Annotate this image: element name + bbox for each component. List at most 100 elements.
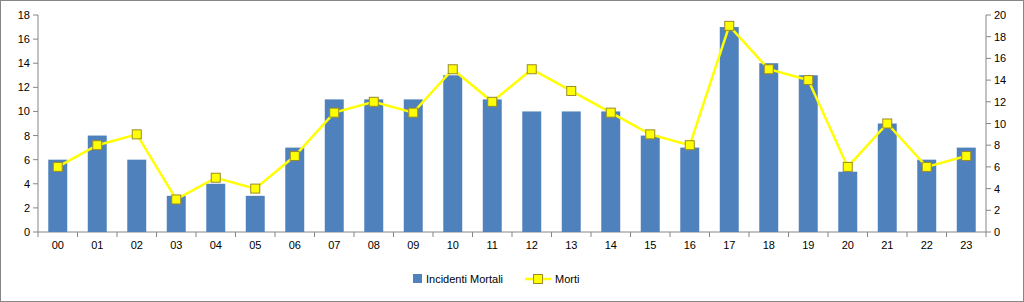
bar xyxy=(759,63,778,232)
marker xyxy=(290,152,299,161)
y2-tick xyxy=(986,166,991,167)
bar xyxy=(483,99,502,232)
marker xyxy=(922,162,931,171)
marker xyxy=(883,119,892,128)
y-tick-label: 14 xyxy=(18,57,30,69)
x-tick-label: 01 xyxy=(91,239,103,251)
y2-tick-label: 0 xyxy=(994,226,1000,238)
x-tick-label: 07 xyxy=(328,239,340,251)
x-tick-label: 18 xyxy=(763,239,775,251)
y2-tick-label: 2 xyxy=(994,204,1000,216)
x-tick-label: 05 xyxy=(249,239,261,251)
y-tick xyxy=(33,159,38,160)
x-tick xyxy=(670,232,671,237)
y2-tick xyxy=(986,15,991,16)
bar xyxy=(364,99,383,232)
y-tick-label: 4 xyxy=(24,178,30,190)
bar xyxy=(562,111,581,232)
marker xyxy=(725,21,734,30)
bar xyxy=(443,75,462,232)
y-tick-label: 10 xyxy=(18,105,30,117)
marker xyxy=(172,195,181,204)
x-tick xyxy=(77,232,78,237)
x-tick xyxy=(551,232,552,237)
y2-tick xyxy=(986,58,991,59)
x-tick xyxy=(196,232,197,237)
x-tick xyxy=(630,232,631,237)
y2-tick xyxy=(986,123,991,124)
marker xyxy=(843,162,852,171)
legend-swatch xyxy=(534,275,543,284)
chart-border xyxy=(1,1,1024,302)
bar xyxy=(167,196,186,232)
y-tick-label: 12 xyxy=(18,81,30,93)
marker xyxy=(646,130,655,139)
y2-tick-label: 16 xyxy=(994,52,1006,64)
x-tick xyxy=(986,232,987,237)
y-tick xyxy=(33,63,38,64)
x-tick xyxy=(275,232,276,237)
x-tick xyxy=(433,232,434,237)
x-tick xyxy=(393,232,394,237)
marker xyxy=(448,65,457,74)
x-tick xyxy=(472,232,473,237)
marker xyxy=(685,141,694,150)
y2-tick-label: 10 xyxy=(994,118,1006,130)
x-tick-label: 11 xyxy=(487,239,498,251)
x-tick-label: 12 xyxy=(526,239,538,251)
y-axis-line xyxy=(38,15,39,232)
bar xyxy=(522,111,541,232)
y2-tick-label: 20 xyxy=(994,9,1006,21)
x-tick xyxy=(946,232,947,237)
marker xyxy=(53,162,62,171)
y2-tick xyxy=(986,101,991,102)
bar xyxy=(641,136,660,232)
marker xyxy=(211,173,220,182)
x-tick xyxy=(788,232,789,237)
x-tick-label: 10 xyxy=(447,239,459,251)
x-tick-label: 23 xyxy=(960,239,972,251)
y2-tick xyxy=(986,36,991,37)
y-tick xyxy=(33,183,38,184)
marker xyxy=(488,97,497,106)
bar xyxy=(799,75,818,232)
x-tick xyxy=(907,232,908,237)
marker xyxy=(369,97,378,106)
bar xyxy=(720,27,739,232)
y-tick-label: 6 xyxy=(24,154,30,166)
y2-tick-label: 8 xyxy=(994,139,1000,151)
y2-tick xyxy=(986,145,991,146)
bar xyxy=(601,111,620,232)
bar xyxy=(127,160,146,232)
y2-tick xyxy=(986,232,991,233)
x-tick xyxy=(867,232,868,237)
y2-tick xyxy=(986,188,991,189)
y-tick-label: 16 xyxy=(18,33,30,45)
x-tick-label: 17 xyxy=(723,239,735,251)
x-tick-label: 15 xyxy=(644,239,656,251)
x-tick xyxy=(512,232,513,237)
marker xyxy=(962,152,971,161)
x-tick-label: 19 xyxy=(802,239,814,251)
marker xyxy=(409,108,418,117)
marker xyxy=(804,76,813,85)
bar xyxy=(680,148,699,232)
y-tick-label: 8 xyxy=(24,130,30,142)
marker xyxy=(764,65,773,74)
y-tick xyxy=(33,87,38,88)
x-tick-label: 20 xyxy=(842,239,854,251)
bar xyxy=(878,124,897,233)
bar xyxy=(957,148,976,232)
y2-tick xyxy=(986,210,991,211)
x-tick-label: 02 xyxy=(131,239,143,251)
y-tick-label: 18 xyxy=(18,9,30,21)
y-tick xyxy=(33,111,38,112)
bar xyxy=(917,160,936,232)
bar xyxy=(838,172,857,232)
line xyxy=(58,26,967,200)
x-tick-label: 03 xyxy=(170,239,182,251)
x-tick xyxy=(117,232,118,237)
y2-tick-label: 4 xyxy=(994,183,1000,195)
legend: Incidenti MortaliMorti xyxy=(413,273,580,285)
x-tick xyxy=(156,232,157,237)
